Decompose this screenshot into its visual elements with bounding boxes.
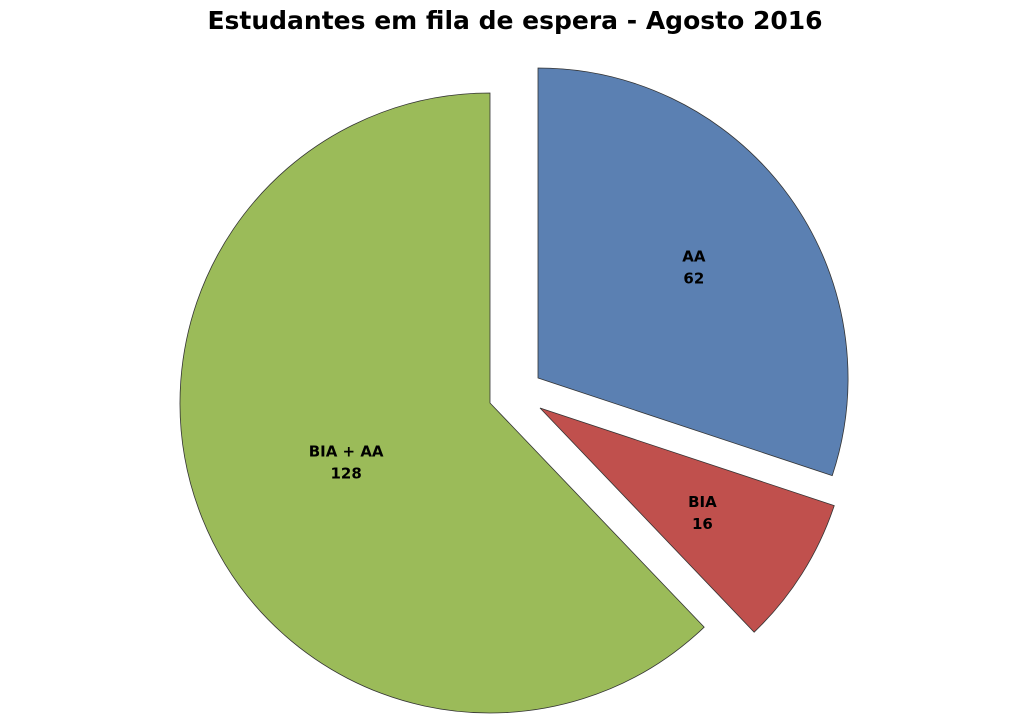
pie-slice-bia-aa [179, 92, 705, 714]
slice-label: AA [682, 248, 706, 266]
slice-label: BIA + AA [309, 443, 384, 461]
pie-slice-bia [539, 407, 835, 633]
pie-slice-aa [537, 67, 849, 477]
slice-value: 62 [683, 270, 704, 288]
slice-value: 16 [692, 515, 713, 533]
slice-value: 128 [330, 465, 361, 483]
chart-title: Estudantes em fila de espera - Agosto 20… [207, 6, 823, 35]
slice-label: BIA [688, 493, 717, 511]
